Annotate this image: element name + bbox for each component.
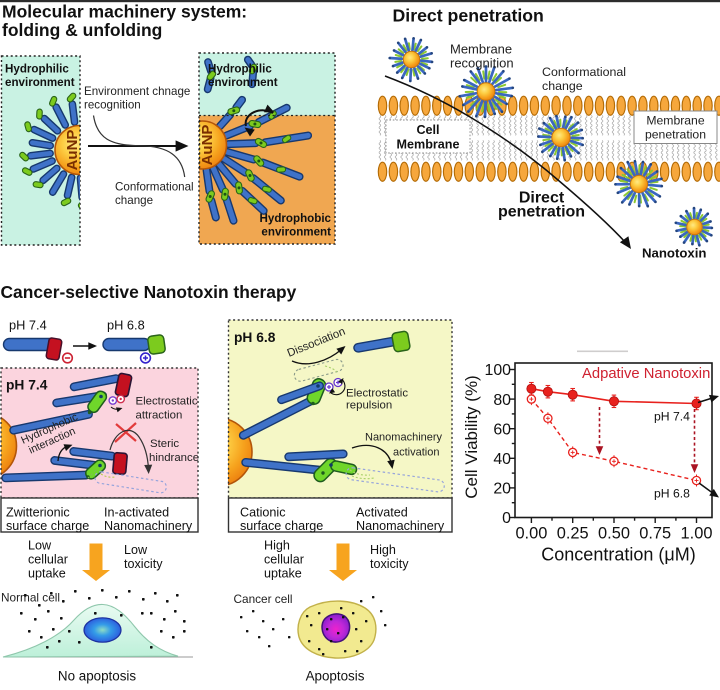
svg-text:Hydrophobic: Hydrophobic xyxy=(260,212,332,225)
svg-text:Environment chnage: Environment chnage xyxy=(84,85,190,98)
svg-text:surface charge: surface charge xyxy=(6,519,89,533)
svg-text:Cell: Cell xyxy=(416,123,439,137)
svg-text:Zwitterionic: Zwitterionic xyxy=(6,506,70,520)
svg-text:Electrostatic: Electrostatic xyxy=(346,388,408,400)
svg-text:Conformational: Conformational xyxy=(115,181,194,194)
svg-text:repulsion: repulsion xyxy=(346,400,392,412)
svg-text:recognition: recognition xyxy=(84,99,141,112)
svg-text:recognition: recognition xyxy=(450,56,514,71)
svg-text:penetration: penetration xyxy=(645,128,706,142)
svg-text:cellular: cellular xyxy=(264,553,304,567)
svg-text:penetration: penetration xyxy=(498,204,585,221)
svg-text:toxicity: toxicity xyxy=(370,557,409,571)
svg-text:20: 20 xyxy=(493,481,511,498)
svg-text:surface charge: surface charge xyxy=(240,519,323,533)
svg-text:Cell Viability (%): Cell Viability (%) xyxy=(462,375,481,498)
svg-text:change: change xyxy=(115,194,153,207)
svg-text:Membrane: Membrane xyxy=(450,42,512,57)
svg-text:Steric: Steric xyxy=(150,438,179,450)
svg-text:Cancer-selective Nanotoxin the: Cancer-selective Nanotoxin therapy xyxy=(1,282,297,302)
svg-text:toxicity: toxicity xyxy=(124,557,163,571)
svg-text:60: 60 xyxy=(493,421,511,438)
svg-text:pH 7.4: pH 7.4 xyxy=(9,318,47,333)
svg-text:Direct penetration: Direct penetration xyxy=(393,6,544,26)
svg-text:Cancer cell: Cancer cell xyxy=(234,592,293,606)
svg-text:pH 6.8: pH 6.8 xyxy=(654,487,690,501)
svg-text:environment: environment xyxy=(5,76,75,89)
svg-text:attraction: attraction xyxy=(136,410,183,422)
svg-text:Membrane: Membrane xyxy=(397,138,460,152)
svg-text:Hydrophilic: Hydrophilic xyxy=(208,63,272,76)
svg-text:80: 80 xyxy=(493,392,511,409)
svg-text:0.25: 0.25 xyxy=(557,525,589,543)
svg-text:change: change xyxy=(542,79,583,93)
svg-text:Nanomachinery: Nanomachinery xyxy=(356,519,445,533)
svg-text:cellular: cellular xyxy=(28,553,68,567)
svg-text:Nanotoxin: Nanotoxin xyxy=(642,246,706,261)
svg-text:Apoptosis: Apoptosis xyxy=(306,669,365,684)
svg-text:pH 7.4: pH 7.4 xyxy=(654,410,690,424)
svg-text:Nanomachinery: Nanomachinery xyxy=(365,432,443,444)
svg-text:environment: environment xyxy=(208,76,278,89)
svg-text:In-activated: In-activated xyxy=(104,506,169,520)
svg-text:Electrostatic: Electrostatic xyxy=(136,396,198,408)
svg-text:1.00: 1.00 xyxy=(681,525,713,543)
svg-text:No apoptosis: No apoptosis xyxy=(58,669,136,684)
svg-text:Hydrophilic: Hydrophilic xyxy=(5,63,69,76)
svg-text:Molecular machinery system:: Molecular machinery system: xyxy=(2,2,247,22)
svg-text:High: High xyxy=(264,539,290,553)
svg-text:Concentration (μM): Concentration (μM) xyxy=(541,545,695,565)
svg-text:uptake: uptake xyxy=(264,567,302,581)
svg-text:AuNP: AuNP xyxy=(199,125,216,166)
svg-text:activation: activation xyxy=(393,447,439,459)
svg-text:0.75: 0.75 xyxy=(639,525,671,543)
svg-text:hindrance: hindrance xyxy=(149,452,199,464)
svg-text:100: 100 xyxy=(484,362,511,379)
svg-text:Nanomachinery: Nanomachinery xyxy=(104,519,193,533)
svg-text:Low: Low xyxy=(124,543,148,557)
svg-text:Conformational: Conformational xyxy=(542,65,626,79)
svg-text:environment: environment xyxy=(261,226,331,239)
svg-text:Cationic: Cationic xyxy=(240,506,286,520)
svg-text:0.00: 0.00 xyxy=(515,525,547,543)
svg-text:folding & unfolding: folding & unfolding xyxy=(2,20,162,40)
svg-text:pH 6.8: pH 6.8 xyxy=(234,330,276,345)
svg-text:pH 6.8: pH 6.8 xyxy=(107,318,145,333)
svg-text:Adpative Nanotoxin: Adpative Nanotoxin xyxy=(582,366,710,382)
svg-text:pH 7.4: pH 7.4 xyxy=(6,378,48,393)
svg-text:Activated: Activated xyxy=(356,506,408,520)
svg-text:High: High xyxy=(370,543,396,557)
svg-text:Membrane: Membrane xyxy=(646,114,704,128)
svg-text:uptake: uptake xyxy=(28,567,66,581)
svg-text:Low: Low xyxy=(28,539,52,553)
svg-text:AuNP: AuNP xyxy=(64,130,81,171)
svg-text:0: 0 xyxy=(502,510,511,527)
svg-text:40: 40 xyxy=(493,451,511,468)
svg-text:0.50: 0.50 xyxy=(598,525,630,543)
